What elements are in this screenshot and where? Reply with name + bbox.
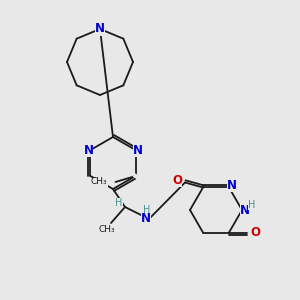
Text: N: N: [240, 203, 250, 217]
Text: H: H: [115, 198, 123, 208]
Text: O: O: [250, 226, 260, 239]
Text: CH₃: CH₃: [99, 224, 115, 233]
Text: H: H: [248, 200, 256, 210]
Text: N: N: [95, 22, 105, 35]
Text: N: N: [83, 143, 94, 157]
Text: N: N: [141, 212, 151, 226]
Text: N: N: [227, 179, 237, 192]
Text: O: O: [172, 174, 182, 187]
Text: N: N: [133, 143, 142, 157]
Text: H: H: [143, 205, 151, 215]
Text: CH₃: CH₃: [91, 178, 107, 187]
